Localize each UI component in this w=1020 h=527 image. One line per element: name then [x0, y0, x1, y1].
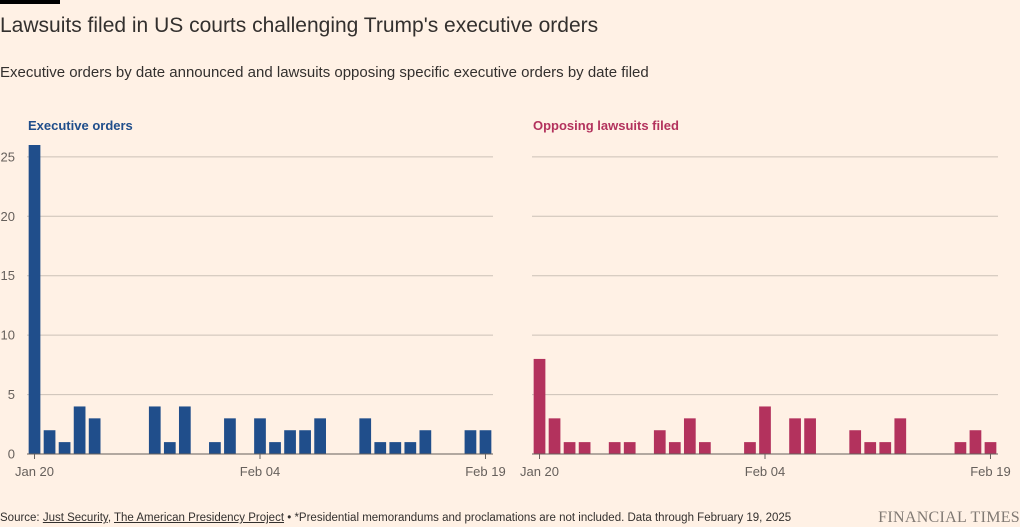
bar-feb-07 — [299, 430, 311, 454]
bar-feb-11 — [359, 418, 372, 454]
lawsuits-chart: Jan 20 Feb 04 Feb 19 — [520, 156, 1011, 479]
bar-jan-22 — [563, 442, 576, 454]
bar-feb-06 — [284, 430, 296, 454]
bar-jan-20 — [28, 145, 41, 454]
x-tick-label: Feb 04 — [240, 464, 280, 479]
y-tick-label: 15 — [1, 268, 15, 283]
ft-top-bar — [0, 0, 60, 4]
source-footer: Source: Just Security, The American Pres… — [0, 512, 791, 524]
executive-orders-label: Executive orders — [28, 118, 133, 133]
bar-feb-18 — [464, 430, 477, 454]
bar-feb-07 — [804, 418, 816, 454]
lawsuits-panel: Opposing lawsuits filed Jan 20 Feb 04 Feb … — [505, 110, 1011, 490]
bar-feb-01 — [209, 442, 221, 454]
bar-feb-15 — [419, 430, 432, 454]
lawsuits-label: Opposing lawsuits filed — [533, 118, 679, 133]
bar-jan-25 — [608, 442, 621, 454]
bar-jan-29 — [163, 442, 176, 454]
source-separator: , — [107, 512, 114, 524]
y-tick-label: 5 — [8, 387, 15, 402]
bar-jan-23 — [73, 406, 86, 454]
source-link-just-security[interactable]: Just Security — [42, 512, 108, 524]
bar-jan-28 — [653, 430, 666, 454]
bar-jan-30 — [178, 406, 191, 454]
bar-jan-21 — [548, 418, 561, 454]
x-tick-label: Feb 19 — [465, 464, 505, 479]
bar-jan-31 — [699, 442, 711, 454]
bar-feb-05 — [269, 442, 281, 454]
executive-orders-chart: 0 5 10 15 20 25 Jan 20 Feb 04 Feb 19 — [1, 145, 506, 479]
bar-feb-18 — [969, 430, 982, 454]
bar-jan-20 — [533, 358, 546, 454]
bar-jan-29 — [668, 442, 681, 454]
bar-feb-04 — [254, 418, 266, 454]
bar-feb-11 — [864, 442, 877, 454]
bar-feb-06 — [789, 418, 801, 454]
x-tick-label: Feb 04 — [745, 464, 785, 479]
bar-feb-10 — [849, 430, 862, 454]
y-tick-label: 20 — [1, 209, 15, 224]
executive-orders-panel: Executive orders 0 5 10 15 20 25 Jan 20 Feb 04 F… — [0, 110, 506, 490]
bar-jan-28 — [148, 406, 161, 454]
bar-jan-24 — [88, 418, 101, 454]
bar-feb-12 — [374, 442, 387, 454]
source-prefix: Source: — [0, 512, 43, 524]
bar-feb-19 — [984, 442, 997, 454]
source-note: • *Presidential memorandums and proclama… — [284, 512, 792, 524]
x-tick-label: Jan 20 — [15, 464, 54, 479]
bar-feb-17 — [954, 442, 967, 454]
bar-feb-13 — [894, 418, 907, 454]
bar-jan-22 — [58, 442, 71, 454]
bar-feb-03 — [744, 442, 756, 454]
financial-times-logo: FINANCIAL TIMES — [878, 509, 1020, 526]
bar-jan-26 — [623, 442, 636, 454]
y-tick-label: 10 — [1, 328, 15, 343]
bar-feb-14 — [404, 442, 417, 454]
bar-feb-08 — [314, 418, 326, 454]
bar-jan-23 — [578, 442, 591, 454]
y-tick-label: 25 — [1, 149, 15, 164]
chart-subtitle: Executive orders by date announced and l… — [0, 64, 649, 81]
bar-jan-21 — [43, 430, 56, 454]
bar-jan-30 — [683, 418, 696, 454]
bar-feb-04 — [759, 406, 771, 454]
chart-title: Lawsuits filed in US courts challenging … — [0, 14, 599, 37]
source-link-presidency-project[interactable]: The American Presidency Project — [114, 512, 285, 524]
bar-feb-12 — [879, 442, 892, 454]
x-tick-label: Jan 20 — [520, 464, 559, 479]
bar-feb-02 — [224, 418, 236, 454]
bar-feb-19 — [479, 430, 492, 454]
x-tick-label: Feb 19 — [970, 464, 1010, 479]
bar-feb-13 — [389, 442, 402, 454]
y-tick-label: 0 — [8, 447, 15, 462]
